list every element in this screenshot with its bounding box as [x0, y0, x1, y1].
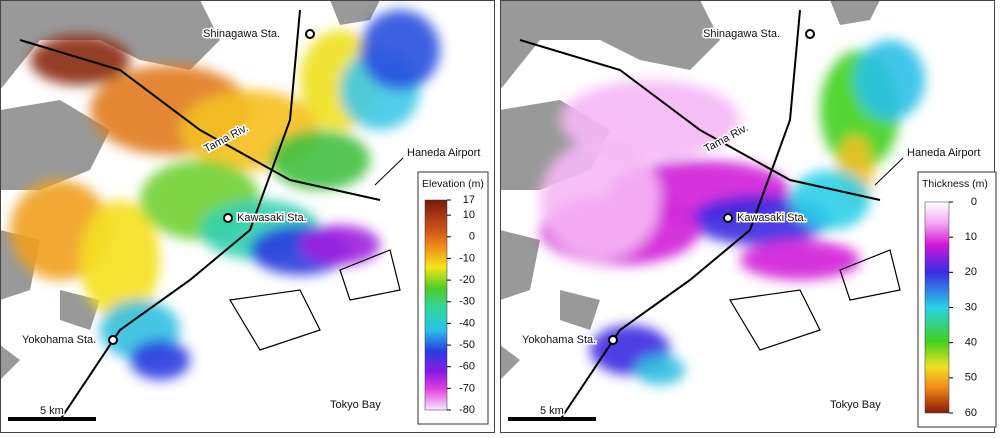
surface-patch — [360, 10, 440, 90]
tick-label: -10 — [459, 252, 475, 264]
surface-patch — [740, 240, 860, 280]
tick-label: 17 — [463, 194, 475, 206]
station-dot — [223, 213, 233, 223]
colorbar — [924, 201, 950, 414]
surface-patch — [560, 80, 740, 160]
tick-label: -70 — [459, 382, 475, 394]
coastline — [729, 249, 901, 351]
leader-line — [374, 157, 404, 186]
station-dot — [608, 335, 618, 345]
map-body: Shinagawa Sta.Tama Riv. Haneda AirportKaw… — [500, 0, 995, 433]
legend: Thickness (m) 0 10 20 30 40 50 60 — [917, 171, 997, 428]
tick-label: 0 — [469, 231, 475, 243]
place-label: 5 km — [40, 405, 64, 417]
legend-title: Thickness (m) — [922, 178, 988, 190]
map-panel: Shinagawa Sta.Tama Riv. Haneda AirportKaw… — [500, 0, 997, 433]
map-panel: Shinagawa Sta.Tama Riv. Haneda AirportKaw… — [0, 0, 495, 433]
coastline — [229, 249, 401, 351]
land — [60, 290, 100, 330]
place-label: Haneda Airport — [407, 147, 480, 159]
land — [500, 345, 520, 380]
place-label: Shinagawa Sta. — [203, 28, 280, 40]
tick-label: -30 — [459, 296, 475, 308]
legend: Elevation (m) 17 10 0 -10 -20 -30 -40 -50 -60 -70 -… — [417, 171, 489, 425]
tick-label: 10 — [965, 231, 977, 243]
scale-bar — [8, 417, 96, 421]
land — [560, 290, 600, 330]
tick-label: 20 — [965, 266, 977, 278]
place-label: Shinagawa Sta. — [703, 28, 780, 40]
place-label: Tokyo Bay — [330, 399, 381, 411]
tick-label: -80 — [459, 404, 475, 416]
colorbar — [424, 199, 448, 411]
surface-patch — [130, 340, 190, 380]
land — [0, 100, 110, 190]
tick-label: 60 — [965, 407, 977, 419]
map-body: Shinagawa Sta.Tama Riv. Haneda AirportKaw… — [0, 0, 495, 433]
railway — [19, 39, 381, 201]
land — [0, 345, 20, 380]
tick-label: -20 — [459, 274, 475, 286]
surface-patch — [30, 35, 130, 85]
tick-label: -50 — [459, 339, 475, 351]
surface — [540, 40, 925, 385]
surface-patch — [300, 225, 380, 265]
railway — [519, 39, 881, 201]
land — [830, 0, 880, 25]
leader-line — [874, 157, 904, 186]
railway — [559, 9, 801, 421]
station-dot — [108, 335, 118, 345]
place-label: Kawasaki Sta. — [237, 212, 307, 224]
place-label: Haneda Airport — [907, 147, 980, 159]
surface-patch — [540, 140, 660, 260]
station-dot — [723, 213, 733, 223]
place-label: Yokohama Sta. — [522, 334, 596, 346]
tick-label: 10 — [463, 209, 475, 221]
railway — [59, 9, 301, 421]
surface-patch — [855, 40, 925, 120]
tick-label: 50 — [965, 372, 977, 384]
legend-title: Elevation (m) — [422, 178, 484, 190]
place-label: Tokyo Bay — [830, 399, 881, 411]
scale-bar — [508, 417, 596, 421]
place-label: Yokohama Sta. — [22, 334, 96, 346]
place-label: Kawasaki Sta. — [737, 212, 807, 224]
tick-label: 30 — [965, 301, 977, 313]
surface-patch — [270, 130, 370, 190]
surface-patch — [635, 355, 685, 385]
station-dot — [305, 29, 315, 39]
tick-label: 0 — [971, 196, 977, 208]
surface — [10, 10, 440, 380]
land — [500, 0, 720, 90]
land — [330, 0, 380, 25]
surface-patch — [80, 200, 160, 320]
tick-label: -40 — [459, 317, 475, 329]
tick-label: 40 — [965, 337, 977, 349]
station-dot — [805, 29, 815, 39]
place-label: 5 km — [540, 405, 564, 417]
tick-label: -60 — [459, 361, 475, 373]
land — [500, 230, 540, 300]
